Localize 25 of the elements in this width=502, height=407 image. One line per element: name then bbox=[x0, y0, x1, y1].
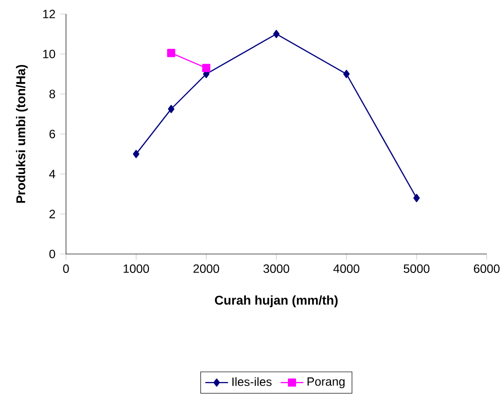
x-tick-label: 3000 bbox=[263, 264, 290, 273]
legend-label: Porang bbox=[308, 377, 345, 388]
x-tick-label: 0 bbox=[63, 264, 69, 273]
x-tick-label: 5000 bbox=[404, 264, 430, 273]
y-axis-title: Produksi umbi (ton/Ha) bbox=[16, 64, 28, 203]
point bbox=[168, 104, 174, 114]
y-tick-label: 8 bbox=[49, 90, 56, 98]
x-tick-label: 6000 bbox=[474, 264, 500, 273]
legend-label: Iles-iles bbox=[232, 377, 272, 386]
y-tick-label: 0 bbox=[49, 250, 56, 258]
x-tick-label: 2000 bbox=[193, 264, 220, 273]
y-tick-label: 10 bbox=[43, 50, 56, 58]
y-tick-label: 2 bbox=[50, 210, 55, 218]
x-tick-label: 4000 bbox=[333, 264, 360, 273]
x-axis-title: Curah hujan (mm/th) bbox=[214, 295, 338, 308]
point bbox=[343, 70, 350, 78]
point bbox=[132, 150, 140, 158]
x-tick-label: 1000 bbox=[124, 264, 149, 273]
point bbox=[202, 64, 210, 72]
point bbox=[167, 48, 176, 58]
y-tick-label: 6 bbox=[50, 130, 56, 138]
point bbox=[413, 194, 420, 202]
y-tick-label: 4 bbox=[49, 170, 56, 178]
y-tick-label: 12 bbox=[43, 10, 55, 18]
point bbox=[273, 30, 280, 38]
